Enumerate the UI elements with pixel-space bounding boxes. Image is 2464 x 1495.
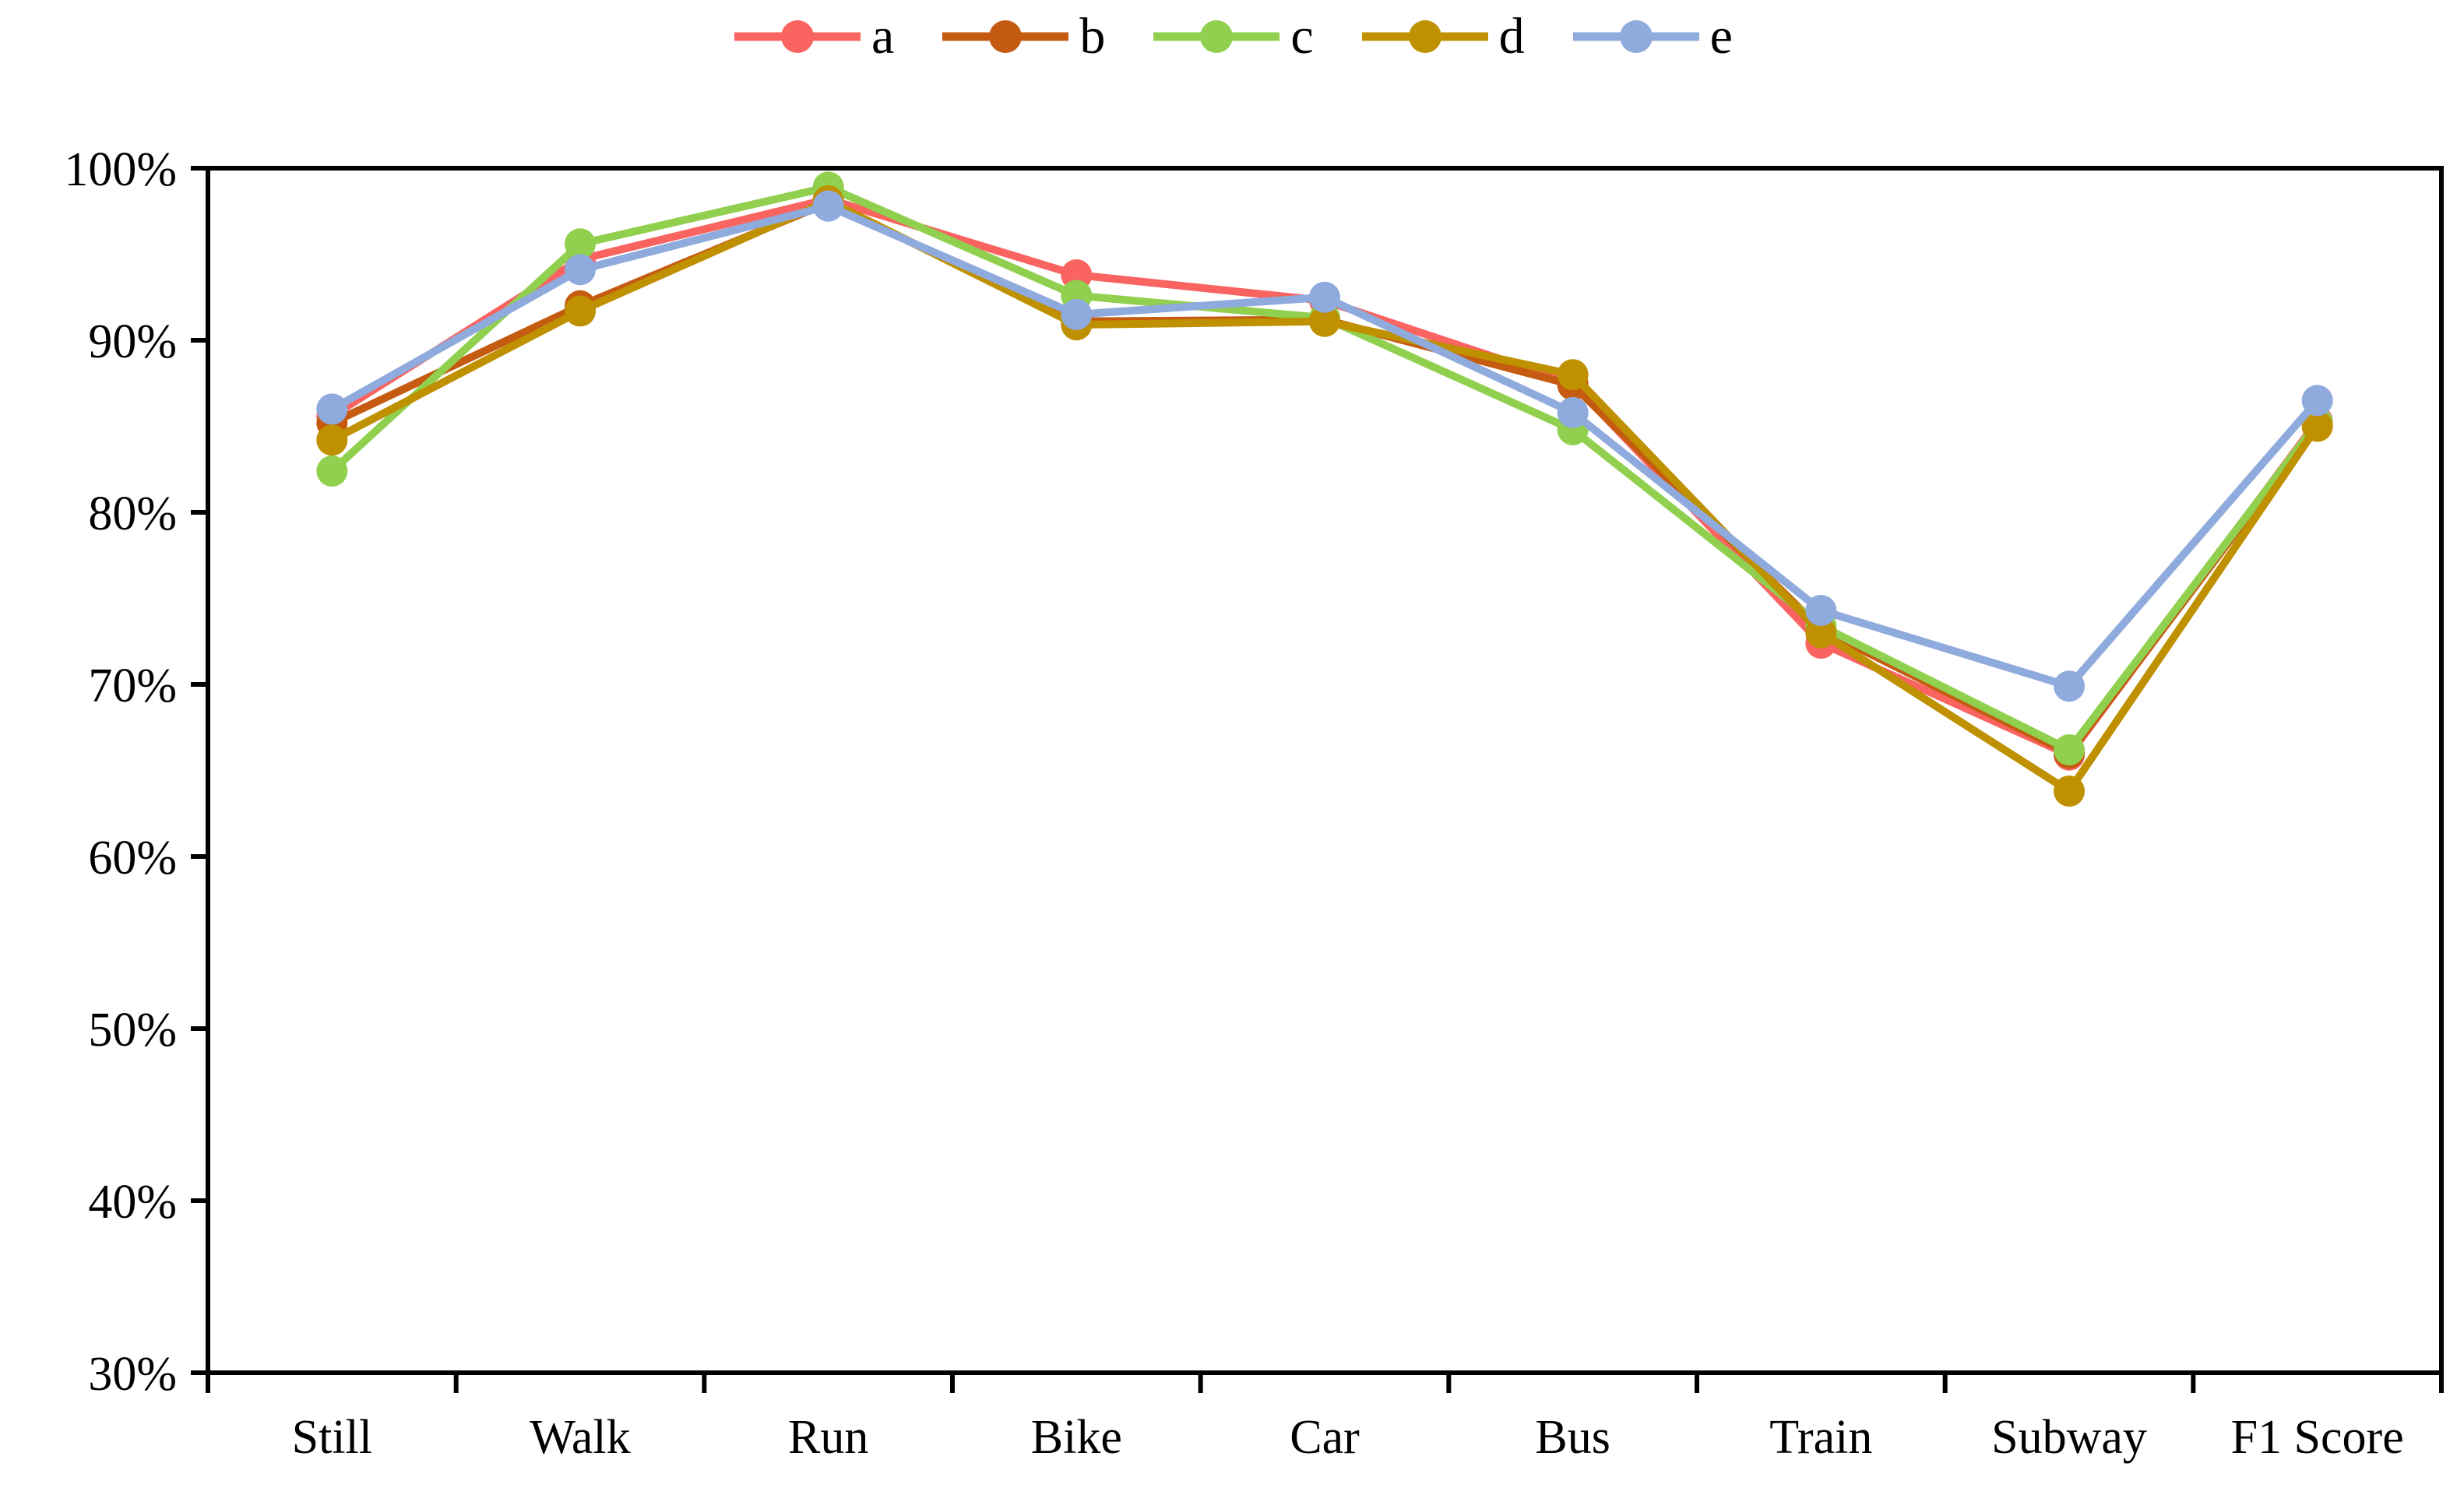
y-axis-label: 80% <box>88 487 177 540</box>
series-e-point-Walk <box>565 254 596 286</box>
legend-marker <box>989 20 1023 53</box>
legend-swatch-c <box>1153 20 1280 53</box>
series-d-point-Bus <box>1557 359 1589 391</box>
series-e-point-Car <box>1309 281 1340 313</box>
series-d-point-Car <box>1309 305 1340 337</box>
series-c-line <box>328 183 2321 754</box>
series-e-point-Run <box>812 190 844 222</box>
legend-swatch-e <box>1572 20 1699 53</box>
legend-marker <box>1200 20 1234 53</box>
legend-item-b: b <box>939 11 1105 62</box>
series-e-point-Bus <box>1557 396 1589 428</box>
legend-item-c: c <box>1150 8 1314 65</box>
x-axis-label: F1 Score <box>2231 1411 2404 1464</box>
series-e-point-Subway <box>2054 670 2085 702</box>
chart-legend: a b c d <box>0 11 2464 62</box>
legend-label-c: c <box>1290 8 1314 65</box>
x-axis-label: Train <box>1769 1411 1872 1464</box>
legend-marker <box>781 20 815 53</box>
legend-swatch-a <box>734 20 861 53</box>
series-e-point-Train <box>1805 594 1837 626</box>
legend-swatch-b <box>942 20 1069 53</box>
series-e-line <box>328 202 2321 691</box>
y-axis-label: 90% <box>88 315 177 368</box>
series-d-point-Still <box>316 424 348 456</box>
y-axis-label: 40% <box>88 1176 177 1229</box>
series-e-point-F1 Score <box>2301 385 2333 417</box>
x-axis-label: Bike <box>1031 1411 1122 1464</box>
legend-item-d: d <box>1359 11 1525 62</box>
y-axis-label: 70% <box>88 660 177 712</box>
x-axis-label: Run <box>788 1411 868 1464</box>
legend-item-e: e <box>1570 11 1733 62</box>
legend-swatch-d <box>1361 20 1488 53</box>
x-axis-label: Bus <box>1535 1411 1610 1464</box>
series-c-point-Walk <box>565 228 596 260</box>
legend-label-b: b <box>1079 8 1106 65</box>
series-c-point-Still <box>316 455 348 487</box>
x-axis-label: Car <box>1290 1411 1360 1464</box>
series-c-point-Subway <box>2054 733 2085 765</box>
legend-label-e: e <box>1709 8 1733 65</box>
series-e-point-Still <box>316 393 348 425</box>
y-axis-label: 30% <box>88 1348 177 1401</box>
x-axis-label: Subway <box>1991 1411 2147 1464</box>
legend-marker <box>1408 20 1441 53</box>
series-e-point-Bike <box>1061 298 1093 330</box>
series-d-point-Train <box>1805 617 1837 649</box>
series-d-point-Subway <box>2054 776 2085 807</box>
series-d-point-Walk <box>565 295 596 327</box>
legend-label-d: d <box>1498 8 1525 65</box>
y-axis-label: 50% <box>88 1004 177 1057</box>
y-axis-label: 100% <box>64 143 177 196</box>
plot-border <box>206 166 2444 1375</box>
series-d-point-F1 Score <box>2301 410 2333 442</box>
legend-marker <box>1619 20 1653 53</box>
x-axis-label: Walk <box>530 1411 630 1464</box>
legend-item-a: a <box>731 11 894 62</box>
y-axis-label: 60% <box>88 832 177 885</box>
legend-label-a: a <box>871 8 895 65</box>
x-axis-label: Still <box>292 1411 372 1464</box>
